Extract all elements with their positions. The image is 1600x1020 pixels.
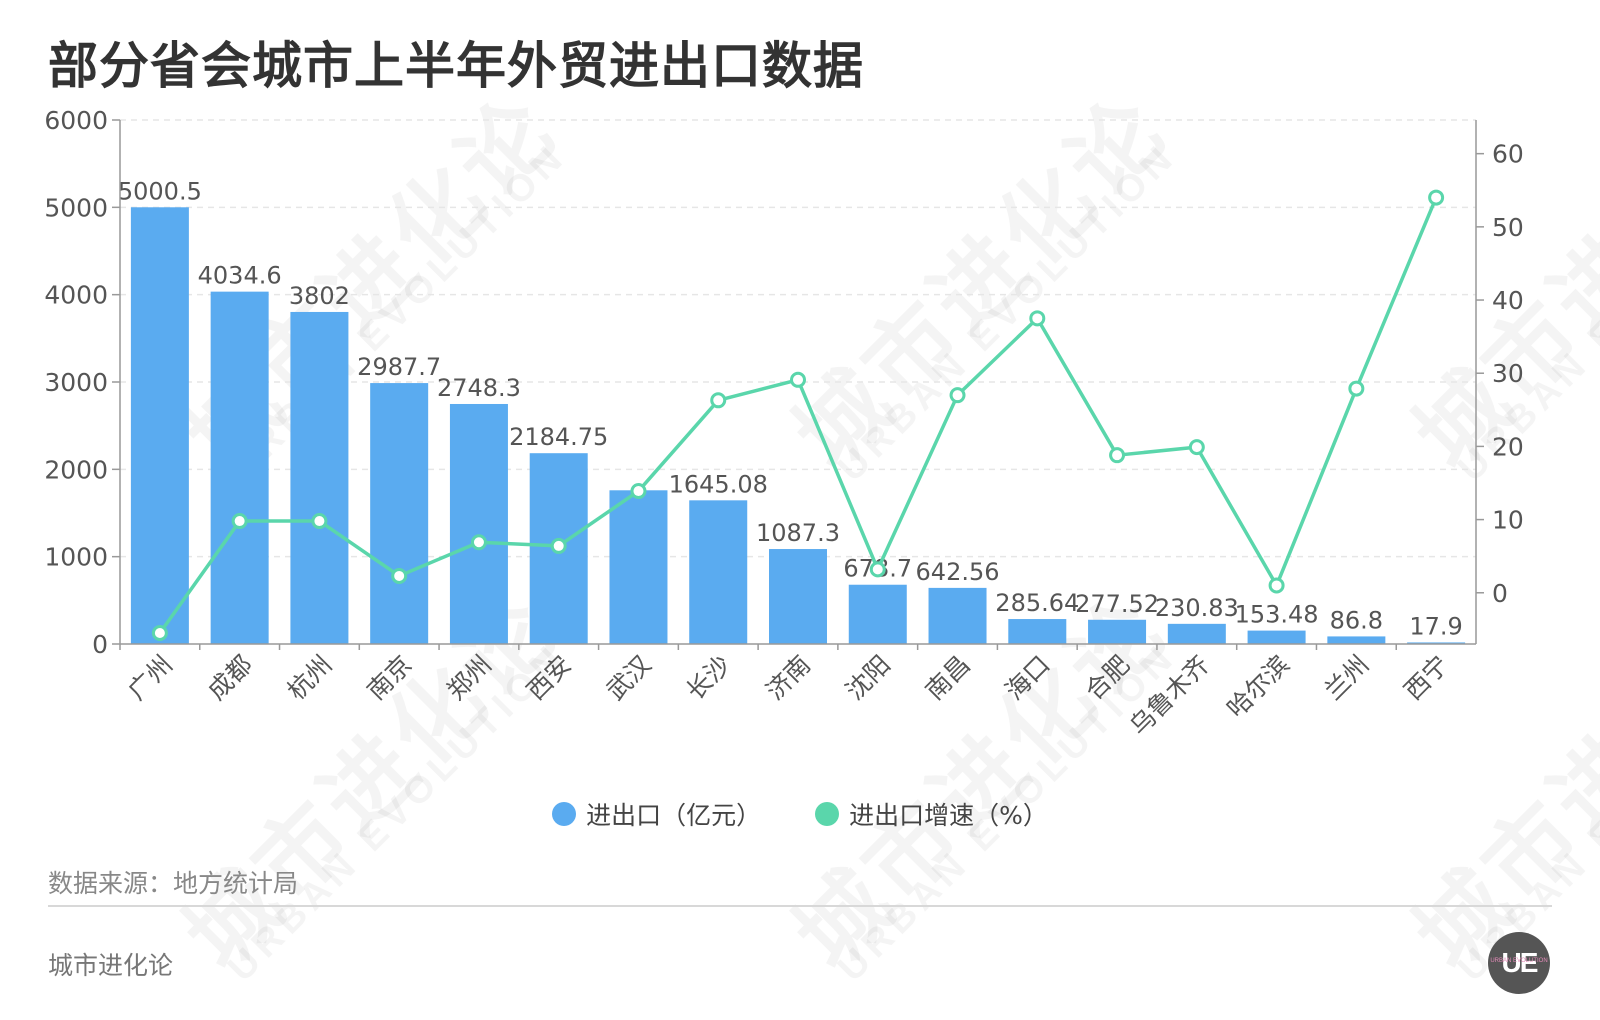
- legend-item-line[interactable]: 进出口增速（%）: [815, 796, 1048, 832]
- growth-point: [1188, 439, 1205, 456]
- y-left-tick-label: 1000: [44, 543, 108, 572]
- y-right-tick-label: 30: [1492, 359, 1524, 388]
- y-right-tick-label: 0: [1492, 579, 1508, 608]
- bar: [689, 500, 748, 644]
- y-left-tick-label: 6000: [44, 106, 108, 135]
- logo-mark: UE: [1501, 947, 1539, 978]
- bar-value-label: 277.52: [1075, 590, 1159, 618]
- bar: [449, 403, 508, 644]
- growth-point: [470, 534, 487, 551]
- x-tick-label: 西安: [521, 650, 577, 706]
- growth-point: [790, 371, 806, 388]
- bar: [1088, 619, 1147, 644]
- y-right-tick-label: 60: [1492, 140, 1524, 169]
- bar: [1407, 642, 1466, 644]
- growth-point: [151, 625, 168, 642]
- bar-value-label: 2748.3: [437, 374, 521, 402]
- footer-divider: [48, 905, 1552, 907]
- x-tick-label: 沈阳: [840, 650, 896, 706]
- y-right-tick-label: 10: [1492, 506, 1524, 535]
- bar: [609, 490, 668, 644]
- x-tick-label: 兰州: [1319, 650, 1375, 706]
- bar: [1247, 630, 1306, 644]
- bar: [130, 207, 189, 644]
- bar: [1327, 636, 1386, 644]
- chart-title: 部分省会城市上半年外贸进出口数据: [48, 37, 864, 95]
- bar: [370, 383, 429, 644]
- bar-value-label: 153.48: [1235, 601, 1319, 629]
- bar: [210, 291, 269, 644]
- x-tick-label: 成都: [202, 650, 258, 706]
- x-tick-label: 海口: [1000, 650, 1056, 706]
- x-tick-label: 长沙: [681, 650, 737, 706]
- data-source: 数据来源：地方统计局: [48, 869, 299, 898]
- bar-value-label: 285.64: [995, 589, 1079, 617]
- y-right-tick-label: 20: [1492, 432, 1524, 461]
- bar: [848, 584, 907, 644]
- brand-logo: UE URBAN EVOLUTION: [1488, 932, 1550, 994]
- legend-line-label: 进出口增速（%）: [849, 801, 1048, 830]
- bar-value-label: 642.56: [916, 558, 1000, 586]
- x-tick-label: 哈尔滨: [1221, 650, 1295, 724]
- chart-legend: 进出口（亿元） 进出口增速（%）: [0, 796, 1600, 832]
- x-tick-label: 合肥: [1079, 650, 1135, 706]
- growth-point: [1428, 189, 1445, 206]
- legend-item-bar[interactable]: 进出口（亿元）: [552, 796, 761, 832]
- y-right-tick-label: 50: [1492, 213, 1524, 242]
- bar-value-label: 1087.3: [756, 519, 840, 547]
- x-tick-label: 西宁: [1398, 650, 1454, 706]
- x-tick-label: 乌鲁木齐: [1124, 650, 1215, 741]
- growth-point: [311, 513, 328, 530]
- growth-point: [550, 537, 567, 554]
- logo-subtext: URBAN EVOLUTION: [1490, 958, 1548, 964]
- legend-bar-swatch: [552, 802, 577, 826]
- x-tick-label: 南昌: [920, 650, 976, 706]
- y-left-tick-label: 0: [92, 630, 108, 659]
- growth-point: [710, 392, 727, 409]
- y-left-tick-label: 5000: [44, 193, 108, 222]
- bar-value-label: 4034.6: [198, 262, 282, 290]
- bar-value-label: 1645.08: [669, 470, 768, 498]
- growth-point: [869, 561, 886, 578]
- bar-value-label: 5000.5: [118, 177, 202, 205]
- growth-point: [391, 567, 408, 584]
- bar-value-label: 2184.75: [509, 423, 608, 451]
- x-tick-label: 郑州: [441, 650, 497, 706]
- y-left-tick-label: 4000: [44, 281, 108, 310]
- bar: [769, 549, 827, 644]
- x-tick-label: 杭州: [282, 650, 338, 706]
- legend-bar-label: 进出口（亿元）: [586, 801, 762, 830]
- y-left-tick-label: 3000: [44, 368, 108, 397]
- x-tick-label: 济南: [760, 650, 816, 706]
- bar: [928, 587, 987, 644]
- growth-point: [1268, 577, 1285, 594]
- y-left-tick-label: 2000: [44, 455, 108, 484]
- bar: [290, 311, 349, 644]
- footer-brand: 城市进化论: [48, 951, 174, 980]
- growth-point: [231, 513, 248, 530]
- x-tick-label: 南京: [362, 650, 418, 706]
- bar-value-label: 17.9: [1409, 612, 1462, 640]
- bar-value-label: 3802: [289, 282, 350, 310]
- growth-point: [630, 483, 647, 500]
- bar: [1008, 619, 1067, 644]
- growth-point: [1109, 447, 1126, 464]
- growth-point: [1029, 310, 1046, 327]
- bar-value-label: 230.83: [1155, 594, 1239, 622]
- bar-value-label: 2987.7: [357, 353, 441, 381]
- bar-value-label: 86.8: [1330, 606, 1383, 634]
- x-tick-label: 武汉: [601, 650, 657, 706]
- x-tick-label: 广州: [122, 650, 178, 706]
- legend-line-swatch: [815, 802, 840, 826]
- bar: [1167, 623, 1226, 644]
- growth-point: [949, 387, 966, 404]
- y-right-tick-label: 40: [1492, 286, 1524, 315]
- growth-point: [1348, 380, 1365, 397]
